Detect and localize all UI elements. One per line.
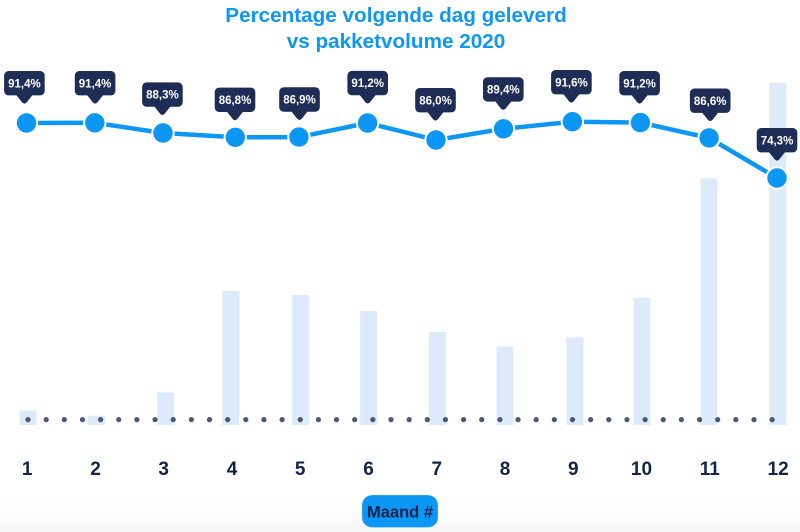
svg-text:86,8%: 86,8% [219, 95, 252, 107]
svg-text:vs pakketvolume 2020: vs pakketvolume 2020 [287, 30, 506, 53]
svg-text:88,3%: 88,3% [146, 90, 179, 102]
svg-text:5: 5 [295, 459, 306, 480]
svg-text:12: 12 [768, 459, 789, 480]
svg-text:3: 3 [158, 459, 169, 480]
svg-text:91,6%: 91,6% [555, 77, 588, 89]
svg-text:91,4%: 91,4% [79, 78, 112, 90]
svg-text:91,4%: 91,4% [8, 78, 41, 90]
svg-text:86,6%: 86,6% [694, 96, 727, 108]
svg-text:89,4%: 89,4% [487, 85, 520, 97]
svg-text:91,2%: 91,2% [623, 78, 656, 90]
svg-text:9: 9 [568, 459, 579, 480]
svg-text:6: 6 [363, 459, 374, 480]
svg-text:Percentage volgende dag geleve: Percentage volgende dag geleverd [225, 4, 566, 27]
svg-text:86,9%: 86,9% [283, 95, 316, 107]
svg-text:11: 11 [700, 459, 721, 480]
svg-text:Maand #: Maand # [367, 503, 433, 521]
svg-text:1: 1 [22, 459, 33, 480]
svg-text:86,0%: 86,0% [419, 95, 452, 107]
svg-text:4: 4 [227, 459, 238, 480]
svg-text:8: 8 [500, 459, 511, 480]
svg-text:91,2%: 91,2% [351, 78, 384, 90]
svg-text:10: 10 [631, 459, 652, 480]
svg-text:74,3%: 74,3% [761, 135, 794, 147]
svg-text:2: 2 [90, 459, 101, 480]
svg-text:7: 7 [432, 459, 443, 480]
